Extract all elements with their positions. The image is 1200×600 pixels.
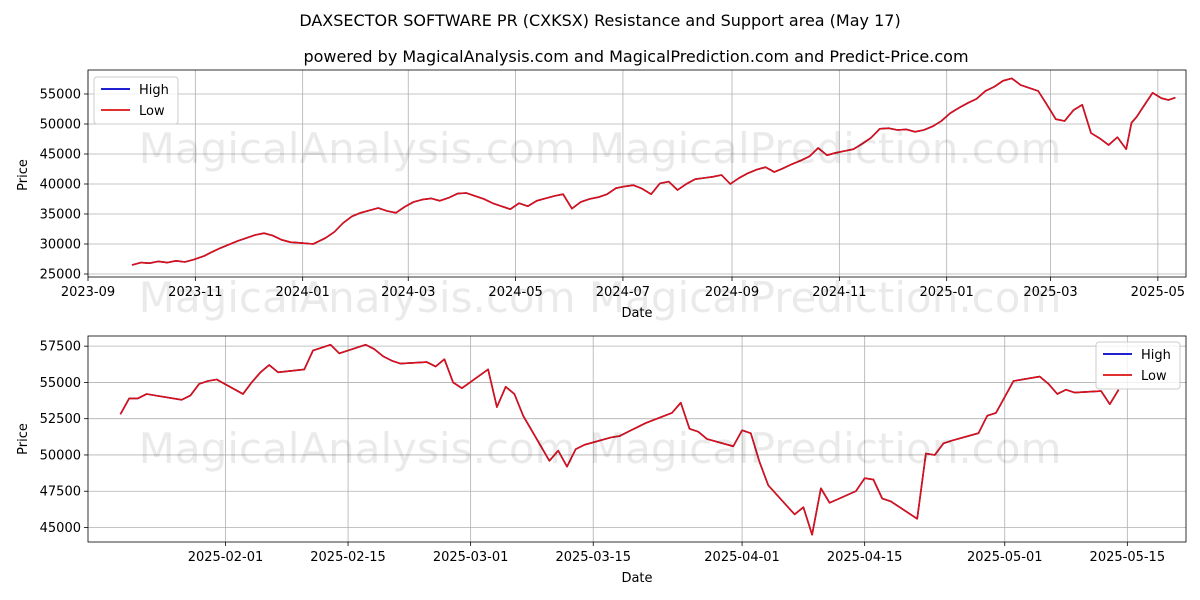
x-tick-label: 2025-04-01 xyxy=(704,550,780,565)
x-tick-label: 2025-03 xyxy=(1023,285,1077,300)
y-tick-label: 45000 xyxy=(40,148,81,163)
legend-label-high: High xyxy=(139,83,169,98)
watermark-bottom: MagicalAnalysis.com MagicalPrediction.co… xyxy=(139,424,1062,473)
x-tick-label: 2024-03 xyxy=(381,285,435,300)
x-tick-label: 2025-05-15 xyxy=(1090,550,1166,565)
y-tick-label: 52500 xyxy=(40,412,81,427)
bottom-price-chart: 2025-02-01 2025-02-15 2025-03-01 2025-03-15… xyxy=(16,335,1187,586)
series-line-low xyxy=(131,77,1176,266)
chart-title: DAXSECTOR SOFTWARE PR (CXKSX) Resistance… xyxy=(299,11,900,30)
x-tick-label: 2025-03-15 xyxy=(555,550,631,565)
y-tick-label: 30000 xyxy=(40,238,81,253)
legend-label-low: Low xyxy=(139,104,165,119)
x-axis-label: Date xyxy=(621,571,652,586)
x-axis-label: Date xyxy=(621,306,652,321)
x-tick-label: 2024-09 xyxy=(705,285,759,300)
x-tick-label: 2024-07 xyxy=(596,285,650,300)
y-axis-label: Price xyxy=(16,423,31,455)
legend: High Low xyxy=(1095,341,1181,390)
series-line-low xyxy=(119,343,1120,536)
watermark-top: MagicalAnalysis.com MagicalPrediction.co… xyxy=(139,124,1062,173)
legend-label-high: High xyxy=(1141,348,1171,363)
x-tick-label: 2025-05 xyxy=(1131,285,1185,300)
legend: High Low xyxy=(93,76,179,125)
y-tick-label: 50000 xyxy=(40,118,81,133)
watermark-middle: MagicalAnalysis.com MagicalPrediction.co… xyxy=(139,273,1062,322)
plot-frame xyxy=(87,69,1187,278)
y-tick-label: 57500 xyxy=(40,340,81,355)
x-tick-label: 2025-05-01 xyxy=(967,550,1043,565)
y-axis-label: Price xyxy=(16,159,31,191)
x-tick-label: 2023-11 xyxy=(168,285,222,300)
y-tick-label: 45000 xyxy=(40,521,81,536)
chart-subtitle: powered by MagicalAnalysis.com and Magic… xyxy=(303,47,968,66)
x-tick-label: 2023-09 xyxy=(61,285,115,300)
y-tick-label: 25000 xyxy=(40,268,81,283)
x-tick-label: 2025-04-15 xyxy=(827,550,903,565)
x-tick-label: 2025-02-15 xyxy=(310,550,386,565)
x-tick-label: 2025-01 xyxy=(920,285,974,300)
x-tick-label: 2025-02-01 xyxy=(188,550,264,565)
plot-frame xyxy=(87,335,1187,543)
y-tick-label: 35000 xyxy=(40,208,81,223)
y-tick-label: 47500 xyxy=(40,485,81,500)
y-tick-label: 55000 xyxy=(40,88,81,103)
x-tick-label: 2025-03-01 xyxy=(433,550,509,565)
legend-label-low: Low xyxy=(1141,369,1167,384)
x-tick-label: 2024-11 xyxy=(812,285,866,300)
top-price-chart: 2023-09 2023-11 2024-01 2024-03 2024-05 2024-… xyxy=(16,69,1187,321)
y-tick-label: 40000 xyxy=(40,178,81,193)
x-tick-label: 2024-05 xyxy=(488,285,542,300)
x-tick-label: 2024-01 xyxy=(276,285,330,300)
y-tick-label: 55000 xyxy=(40,376,81,391)
y-tick-label: 50000 xyxy=(40,448,81,463)
